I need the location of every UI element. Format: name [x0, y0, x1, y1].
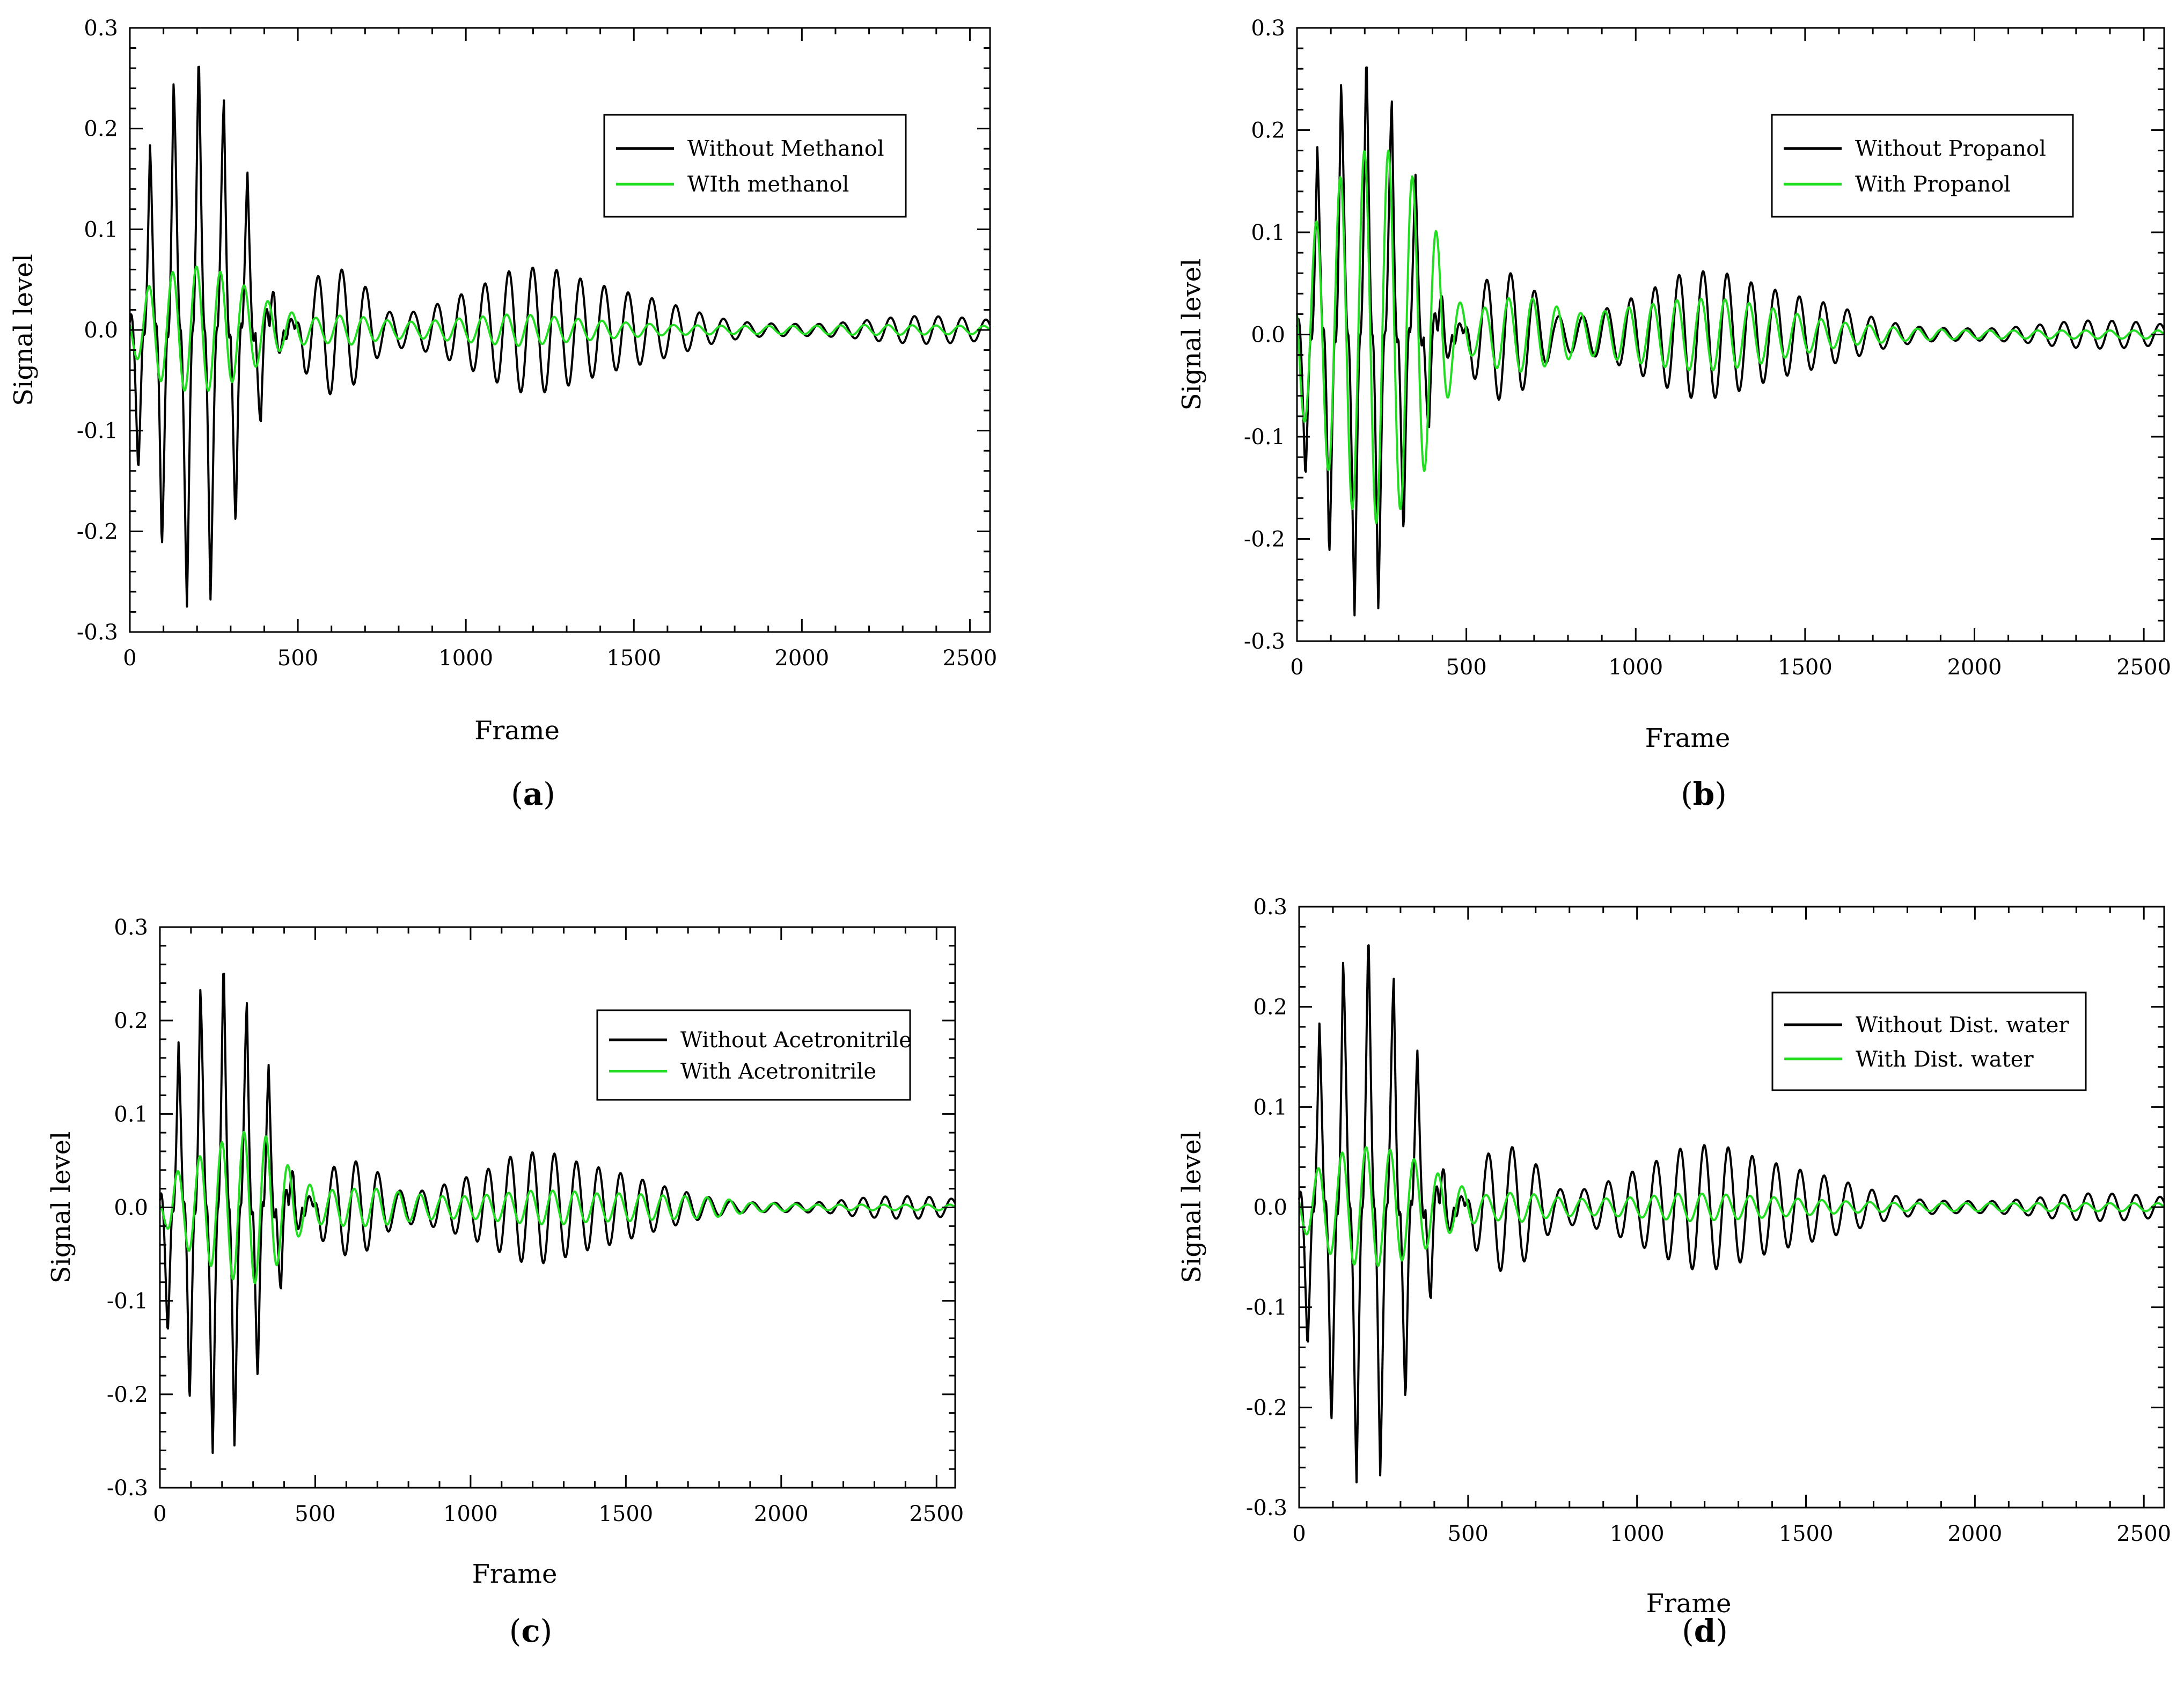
y-tick-label-b: -0.1: [1244, 425, 1285, 450]
y-tick-label-c: 0.3: [114, 915, 148, 940]
panel-caption-c: (c): [509, 1613, 553, 1649]
series-line-without-c: [159, 972, 956, 1454]
legend-box-b: [1771, 114, 2074, 218]
legend-box-d: [1771, 991, 2087, 1091]
panel-caption-b: (b): [1681, 776, 1727, 812]
series-line-without-a: [129, 65, 991, 608]
x-tick-label-a: 0: [123, 646, 136, 671]
legend-b: Without Propanol With Propanol: [1771, 114, 2074, 218]
x-axis-title-b: Frame: [1645, 723, 1731, 753]
y-tick-label-d: 0.0: [1253, 1195, 1287, 1220]
y-tick-label-c: -0.3: [107, 1476, 148, 1501]
y-axis-title-a: Signal level: [9, 254, 39, 406]
x-tick-label-b: 0: [1290, 655, 1303, 680]
x-tick-label-d: 500: [1448, 1522, 1489, 1546]
legend-label-with-a: WIth methanol: [687, 172, 849, 197]
y-tick-label-c: 0.0: [114, 1196, 148, 1221]
legend-label-with-c: With Acetronitrile: [680, 1060, 876, 1084]
chart-panel-d: 0 500 1000 1500 2000 2500 0.3 0.2 0.1 0.0 -0.1 -0.2…: [1177, 895, 2171, 1649]
legend-label-without-d: Without Dist. water: [1856, 1013, 2069, 1038]
x-tick-label-d: 1500: [1779, 1522, 1834, 1546]
series-line-with-c: [159, 1130, 956, 1284]
y-tick-label-b: 0.3: [1251, 16, 1285, 41]
x-tick-label-a: 1000: [438, 646, 493, 671]
x-axis-title-d: Frame: [1646, 1589, 1732, 1619]
y-tick-label-b: 0.2: [1251, 119, 1285, 143]
x-axis-title-c: Frame: [472, 1559, 558, 1589]
y-axis-title-c: Signal level: [46, 1131, 76, 1284]
y-tick-label-d: -0.2: [1246, 1395, 1287, 1420]
x-axis-title-a: Frame: [474, 716, 560, 746]
panel-caption-a: (a): [511, 776, 555, 812]
y-tick-label-c: 0.1: [114, 1102, 148, 1127]
y-tick-label-d: 0.1: [1253, 1095, 1287, 1120]
y-tick-label-b: 0.1: [1251, 221, 1285, 245]
x-tick-label-b: 2500: [2116, 655, 2171, 680]
y-tick-label-a: -0.2: [77, 519, 118, 544]
chart-panel-a: 0 500 1000 1500 2000 2500 0.3 0.2 0.1 0.0 -0.1 -0.2…: [9, 16, 997, 812]
legend-label-without-a: Without Methanol: [687, 137, 884, 161]
y-tick-label-a: 0.2: [84, 117, 118, 142]
x-tick-label-c: 1000: [443, 1502, 498, 1526]
series-line-with-d: [1298, 1146, 2165, 1267]
x-tick-label-c: 2500: [909, 1502, 964, 1526]
x-tick-label-a: 2500: [943, 646, 998, 671]
y-axis-title-d: Signal level: [1177, 1131, 1207, 1283]
y-tick-label-d: -0.1: [1246, 1296, 1287, 1320]
series-line-with-b: [1296, 149, 2165, 524]
y-tick-label-d: 0.2: [1253, 995, 1287, 1020]
x-tick-label-d: 1000: [1610, 1522, 1665, 1546]
x-tick-label-a: 2000: [774, 646, 829, 671]
x-tick-label-c: 2000: [754, 1502, 809, 1526]
x-tick-label-d: 2500: [2116, 1522, 2171, 1546]
y-tick-label-c: -0.1: [107, 1289, 148, 1314]
y-tick-label-a: -0.1: [77, 419, 118, 444]
x-tick-label-b: 1000: [1608, 655, 1663, 680]
x-tick-label-d: 2000: [1947, 1522, 2002, 1546]
y-tick-label-b: 0.0: [1251, 323, 1285, 348]
y-tick-label-d: -0.3: [1246, 1496, 1287, 1520]
y-tick-label-a: -0.3: [77, 620, 118, 645]
y-tick-label-c: -0.2: [107, 1383, 148, 1407]
series-line-with-a: [129, 266, 991, 392]
x-tick-label-b: 500: [1446, 655, 1486, 680]
y-tick-label-c: 0.2: [114, 1009, 148, 1033]
x-tick-label-c: 1500: [598, 1502, 653, 1526]
y-axis-title-b: Signal level: [1177, 259, 1207, 411]
x-tick-label-b: 1500: [1778, 655, 1833, 680]
legend-label-without-c: Without Acetronitrile: [680, 1028, 912, 1053]
legend-c: Without Acetronitrile With Acetronitrile: [596, 1009, 912, 1101]
y-tick-label-a: 0.0: [84, 318, 118, 343]
legend-label-with-d: With Dist. water: [1856, 1047, 2034, 1072]
y-tick-label-a: 0.3: [84, 16, 118, 41]
series-line-without-d: [1298, 944, 2165, 1483]
panel-caption-d: (d): [1682, 1613, 1728, 1649]
legend-label-without-b: Without Propanol: [1855, 137, 2046, 161]
x-tick-label-c: 500: [295, 1502, 335, 1526]
y-tick-label-b: -0.2: [1244, 527, 1285, 552]
x-tick-label-c: 0: [153, 1502, 166, 1526]
x-tick-label-a: 500: [277, 646, 318, 671]
legend-a: Without Methanol WIth methanol: [603, 114, 907, 218]
legend-box-c: [596, 1009, 911, 1101]
legend-label-with-b: With Propanol: [1855, 172, 2011, 197]
x-tick-label-a: 1500: [606, 646, 661, 671]
x-tick-label-d: 0: [1292, 1522, 1306, 1546]
y-tick-label-a: 0.1: [84, 217, 118, 242]
chart-panel-c: 0 500 1000 1500 2000 2500 0.3 0.2 0.1 0.0 -0.1 -0.2…: [46, 915, 964, 1649]
x-tick-label-b: 2000: [1947, 655, 2002, 680]
legend-box-a: [603, 114, 907, 218]
legend-d: Without Dist. water With Dist. water: [1771, 991, 2087, 1091]
y-tick-label-d: 0.3: [1253, 895, 1287, 920]
y-tick-label-b: -0.3: [1244, 629, 1285, 654]
chart-panel-b: 0 500 1000 1500 2000 2500 0.3 0.2 0.1 0.0 -0.1 -0.2…: [1177, 16, 2171, 812]
